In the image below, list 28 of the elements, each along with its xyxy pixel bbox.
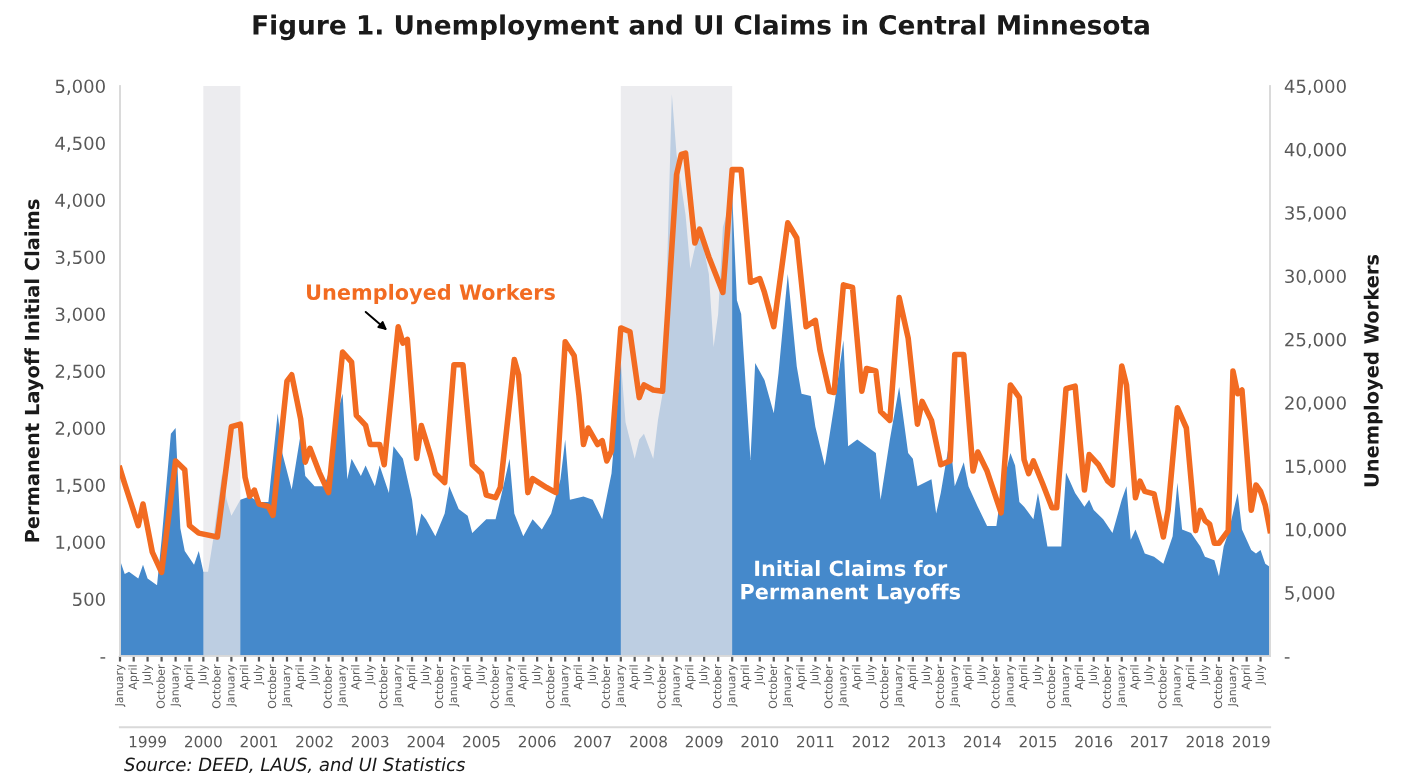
y2-tick-label: 25,000: [1285, 332, 1346, 349]
y-tick-label: 3,000: [55, 307, 105, 323]
y-tick-label: -: [100, 657, 106, 659]
line-series: [120, 150, 1270, 576]
series-label: Unemployed Workers: [307, 283, 555, 305]
source-note: Source: DEED, LAUS, and UI Statistics: [124, 757, 466, 774]
chart-title: Figure 1. Unemployment and UI Claims in Central Minnesota: [253, 14, 1149, 41]
y-tick-label: 5,000: [55, 79, 105, 95]
y2-tick-label: 10,000: [1285, 522, 1346, 539]
y2-tick-label: 45,000: [1284, 79, 1346, 95]
y-tick-label: 2,000: [55, 421, 105, 437]
series-label: Initial Claims for Permanent Layoffs: [741, 560, 961, 604]
y2-tick-label: 15,000: [1285, 459, 1346, 475]
y2-tick-label: 5,000: [1285, 586, 1335, 602]
y-tick-label: 2,500: [55, 364, 105, 380]
y-tick-label: 500: [73, 592, 105, 607]
y-tick-label: 1,500: [56, 478, 105, 494]
y-tick-label: 3,500: [55, 250, 105, 266]
y-tick-label: 4,500: [55, 136, 105, 152]
y2-axis-title: Unemployed Workers: [1363, 254, 1383, 487]
y2-tick-label: 20,000: [1285, 396, 1346, 412]
y2-tick-label: -: [1284, 657, 1290, 659]
y2-tick-label: 35,000: [1285, 206, 1346, 222]
y-axis-title: Permanent Layoff Initial Claims: [24, 199, 44, 542]
y2-tick-label: 40,000: [1284, 142, 1346, 159]
y-tick-label: 4,000: [55, 193, 105, 209]
y-tick-label: 1,000: [56, 535, 105, 551]
y2-tick-label: 30,000: [1285, 269, 1346, 285]
